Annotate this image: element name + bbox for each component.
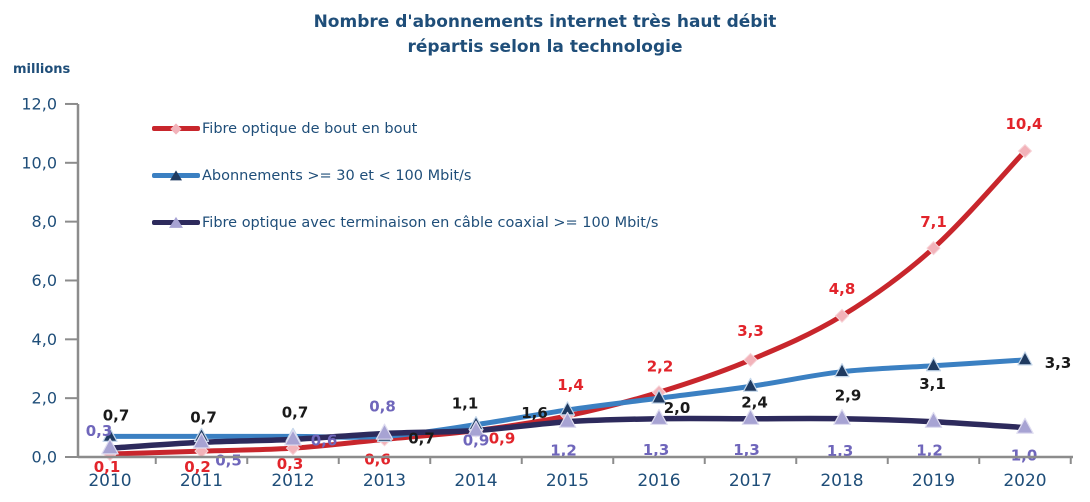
- triangle-marker-icon: [467, 420, 485, 437]
- x-category-label: 2018: [820, 471, 863, 491]
- legend-label: Fibre optique de bout en bout: [202, 120, 418, 137]
- data-point-labels: 0,1 0,2 0,3 0,6 0,9 1,4 2,2 3,3 4,8 7,1 10,4 0,7 0,7…: [86, 115, 1072, 476]
- legend-label: Abonnements >= 30 et < 100 Mbit/s: [202, 167, 472, 184]
- data-point-label: 10,4: [1005, 115, 1042, 133]
- x-category-label: 2013: [363, 471, 406, 491]
- data-point-label: 2,4: [741, 393, 768, 411]
- triangle-marker-icon: [650, 408, 668, 426]
- chart-title-line1: Nombre d'abonnements internet très haut …: [313, 12, 777, 32]
- triangle-marker-icon: [558, 411, 577, 428]
- x-category-label: 2015: [546, 471, 589, 491]
- data-point-label: 0,3: [86, 422, 113, 440]
- y-tick-label: 4,0: [32, 330, 57, 349]
- data-point-label: 3,3: [737, 322, 764, 340]
- legend-line-sample-navy: [152, 216, 200, 228]
- legend-line-sample-blue: [152, 169, 200, 180]
- diamond-marker-icon: [834, 308, 850, 323]
- triangle-marker-icon: [169, 216, 183, 228]
- data-point-label: 0,1: [94, 458, 121, 476]
- data-point-label: 0,9: [489, 430, 516, 448]
- data-point-markers: [101, 143, 1034, 462]
- data-point-label: 1,2: [916, 442, 943, 460]
- data-point-label: 0,7: [190, 408, 217, 426]
- data-point-label: 2,2: [647, 357, 674, 375]
- data-point-label: 3,3: [1045, 354, 1072, 372]
- triangle-marker-icon: [375, 423, 394, 440]
- data-point-label: 0,6: [311, 431, 338, 449]
- data-point-label: 1,3: [733, 441, 760, 459]
- axis-tick-labels: 0,0 2,0 4,0 6,0 8,0 10,0 12,0 2010 2011 2012 2013 2…: [21, 94, 1046, 491]
- diamond-marker-icon: [926, 240, 941, 256]
- x-category-label: 2017: [729, 471, 772, 491]
- diamond-marker-icon: [170, 122, 182, 135]
- data-point-label: 0,7: [408, 429, 435, 447]
- legend-item-abonnements-30-100: Abonnements >= 30 et < 100 Mbit/s: [152, 160, 658, 191]
- y-tick-label: 2,0: [32, 389, 57, 408]
- data-point-label: 1,2: [550, 442, 577, 460]
- axis-lines: [76, 104, 1073, 459]
- data-point-label: 0,9: [463, 432, 490, 450]
- data-point-label: 0,3: [277, 455, 304, 473]
- x-category-label: 2011: [180, 471, 223, 491]
- triangle-marker-icon: [651, 389, 667, 404]
- data-point-label: 1,4: [557, 376, 584, 394]
- y-axis-unit-label: millions: [13, 62, 71, 77]
- data-point-label: 0,7: [103, 406, 130, 424]
- x-category-label: 2019: [912, 471, 955, 491]
- diamond-marker-icon: [743, 352, 758, 368]
- triangle-marker-icon: [925, 357, 942, 372]
- triangle-marker-icon: [741, 408, 760, 426]
- x-category-label: 2010: [88, 471, 131, 491]
- data-point-label: 0,5: [215, 451, 242, 469]
- data-point-label: 0,8: [369, 397, 396, 415]
- y-tick-label: 6,0: [32, 271, 57, 290]
- legend-label: Fibre optique avec terminaison en câble …: [202, 214, 659, 231]
- y-tick-label: 12,0: [21, 94, 57, 113]
- data-point-label: 1,3: [643, 441, 670, 459]
- triangle-marker-icon: [924, 411, 943, 428]
- y-tick-label: 10,0: [21, 153, 57, 172]
- data-point-label: 4,8: [829, 280, 856, 298]
- data-point-label: 1,0: [1011, 447, 1038, 465]
- diamond-marker-icon: [1017, 143, 1033, 159]
- triangle-marker-icon: [834, 363, 850, 378]
- y-tick-label: 0,0: [32, 448, 57, 467]
- axis-ticks: [65, 102, 1072, 464]
- legend: Fibre optique de bout en bout Abonnement…: [152, 113, 658, 254]
- chart-title-line2: répartis selon la technologie: [407, 37, 683, 57]
- x-category-label: 2016: [637, 471, 680, 491]
- data-point-label: 1,1: [452, 395, 479, 413]
- data-point-label: 2,9: [835, 387, 862, 405]
- triangle-marker-icon: [192, 432, 211, 449]
- x-category-label: 2020: [1003, 471, 1046, 491]
- x-category-label: 2014: [454, 471, 497, 491]
- data-point-label: 0,7: [282, 403, 309, 421]
- data-point-label: 3,1: [919, 375, 946, 393]
- data-point-label: 7,1: [920, 213, 947, 231]
- data-point-label: 1,6: [521, 404, 548, 422]
- legend-item-fibre-cable-coaxial: Fibre optique avec terminaison en câble …: [152, 207, 658, 238]
- triangle-marker-icon: [1016, 417, 1034, 434]
- data-point-label: 0,6: [364, 450, 391, 468]
- y-tick-label: 8,0: [32, 212, 57, 231]
- triangle-marker-icon: [1017, 351, 1033, 366]
- triangle-marker-icon: [101, 438, 119, 455]
- triangle-marker-icon: [284, 429, 302, 446]
- legend-line-sample-red: [152, 122, 200, 135]
- triangle-marker-icon: [742, 377, 759, 392]
- triangle-marker-icon: [170, 169, 182, 180]
- data-point-label: 1,3: [827, 442, 854, 460]
- data-point-label: 0,2: [184, 458, 211, 476]
- legend-item-fibre-optique-bout-en-bout: Fibre optique de bout en bout: [152, 113, 658, 144]
- data-point-label: 2,0: [664, 399, 691, 417]
- series-line-0: [107, 148, 1028, 457]
- triangle-marker-icon: [833, 408, 851, 426]
- chart-title: Nombre d'abonnements internet très haut …: [0, 10, 1090, 60]
- x-category-label: 2012: [271, 471, 314, 491]
